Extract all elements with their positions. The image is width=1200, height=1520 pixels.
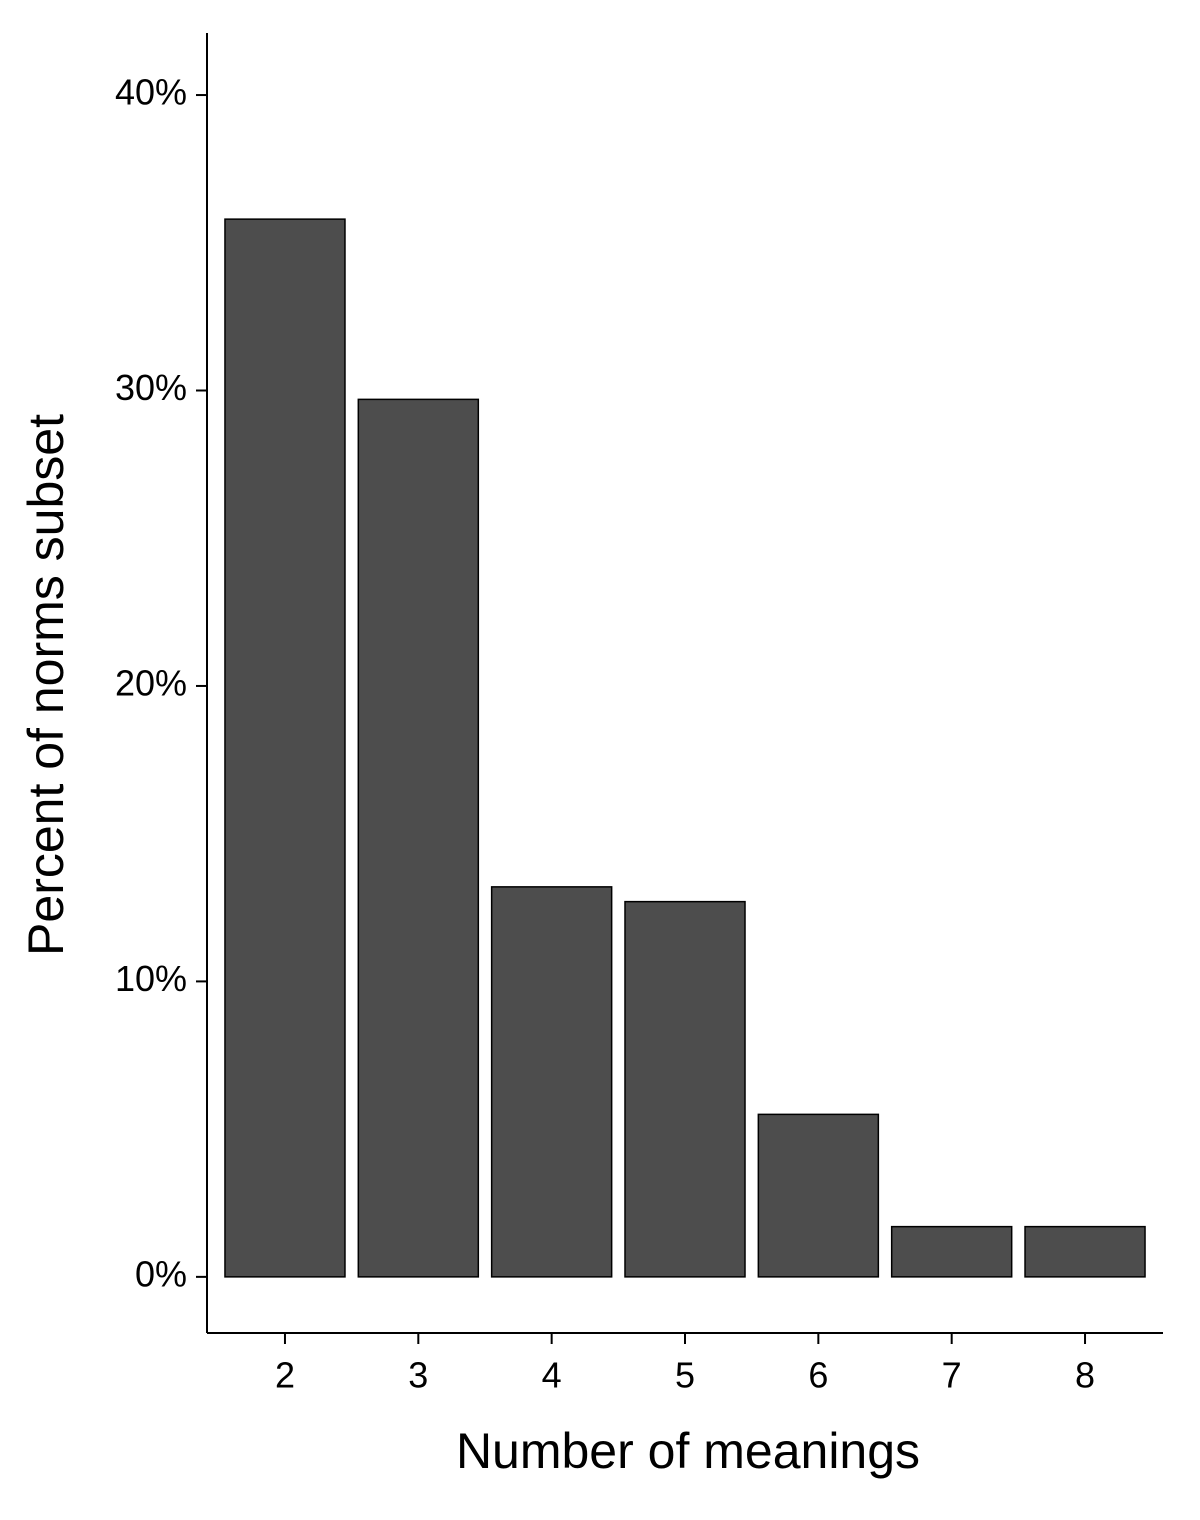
y-axis-title: Percent of norms subset — [18, 414, 74, 956]
bar — [224, 218, 346, 1278]
y-tick-label: 40% — [115, 72, 187, 113]
bar — [357, 398, 480, 1278]
x-tick-label: 2 — [275, 1355, 295, 1396]
y-tick-label: 30% — [115, 367, 187, 408]
bar — [624, 900, 746, 1278]
y-tick-label: 10% — [115, 958, 187, 999]
x-tick-label: 3 — [408, 1355, 428, 1396]
bar — [490, 886, 613, 1278]
x-axis-title: Number of meanings — [456, 1423, 920, 1479]
bar — [1024, 1225, 1146, 1278]
x-tick-label: 8 — [1075, 1355, 1095, 1396]
bar — [890, 1225, 1013, 1278]
bar — [757, 1113, 880, 1278]
y-tick-label: 0% — [135, 1253, 187, 1294]
y-tick-label: 20% — [115, 662, 187, 703]
x-tick-label: 7 — [942, 1355, 962, 1396]
x-tick-label: 5 — [675, 1355, 695, 1396]
x-tick-label: 6 — [808, 1355, 828, 1396]
x-tick-label: 4 — [542, 1355, 562, 1396]
